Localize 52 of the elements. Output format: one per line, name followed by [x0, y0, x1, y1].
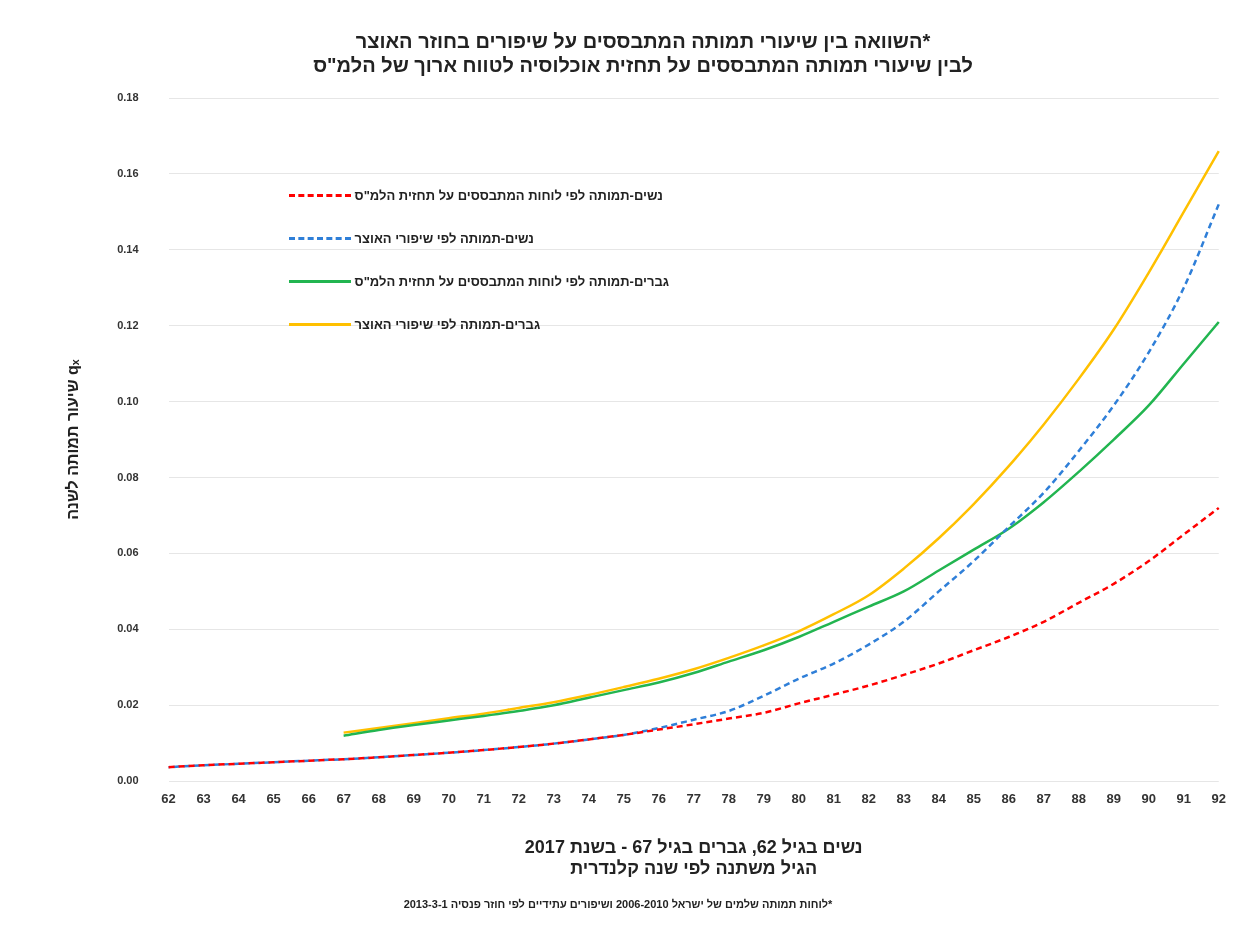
x-tick-label: 71 — [476, 790, 491, 806]
line-series — [342, 149, 1221, 734]
line-series — [167, 506, 1221, 769]
x-tick-label: 76 — [651, 790, 666, 806]
y-tick-label: 0.14 — [117, 242, 140, 255]
text: *לוחות תמותה שלמים של ישראל 2006-2010 ושיפורים עתידיים לפי חוזר פנסיה 2013-3-1 — [402, 898, 834, 910]
y-tick-label: 0.02 — [117, 698, 139, 711]
x-axis-title: נשים בגיל 62, גברים בגיל 67 - בשנת 2017 הגיל משתנה לפי שנה קלנדרית — [524, 836, 863, 879]
x-tick-label: 67 — [336, 790, 351, 806]
x-tick-label: 88 — [1071, 790, 1086, 806]
x-tick-label: 81 — [826, 790, 841, 806]
x-tick-label: 85 — [966, 790, 981, 806]
x-tick-label: 87 — [1036, 790, 1051, 806]
x-tick-label: 90 — [1141, 790, 1156, 806]
x-tick-label: 75 — [616, 790, 631, 806]
x-tick-label: 86 — [1001, 790, 1016, 806]
legend-label: נשים-תמותה לפי שיפורי האוצר — [354, 231, 534, 246]
chart-title: השוואה בין שיעורי תמותה המתבססים על שיפורים בחוזר האוצר* לבין שיעורי תמותה המתבססים על תחזית אוכלוסיה לטווח ארוך של הלמ"ס — [313, 29, 973, 76]
x-tick-label: 62 — [161, 790, 176, 806]
y-tick-label: 0.18 — [117, 91, 139, 104]
x-tick-label: 89 — [1106, 790, 1121, 806]
line-series — [342, 320, 1221, 737]
x-tick-label: 70 — [441, 790, 456, 806]
x-tick-label: 66 — [301, 790, 316, 806]
x-tick-label: 84 — [931, 790, 947, 806]
y-tick-label: 0.04 — [117, 622, 140, 635]
y-tick-label: 0.16 — [117, 166, 139, 179]
x-tick-label: 92 — [1211, 790, 1226, 806]
x-tick-label: 82 — [861, 790, 876, 806]
x-tick-label: 78 — [721, 790, 736, 806]
x-tick-label: 68 — [371, 790, 386, 806]
legend-label: נשים-תמותה לפי לוחות המתבססים על תחזית הלמ"ס — [354, 188, 663, 203]
y-tick-label: 0.12 — [117, 318, 139, 331]
x-tick-label: 65 — [266, 790, 281, 806]
y-tick-label: 0.10 — [117, 394, 139, 407]
x-tick-label: 64 — [231, 790, 247, 806]
y-tick-label: 0.08 — [117, 470, 139, 483]
legend-label: גברים-תמותה לפי שיפורי האוצר — [354, 317, 541, 332]
y-tick-label: 0.00 — [117, 774, 139, 787]
x-tick-label: 69 — [406, 790, 421, 806]
x-tick-label: 63 — [196, 790, 211, 806]
x-tick-label: 83 — [896, 790, 911, 806]
x-tick-label: 77 — [686, 790, 701, 806]
x-tick-label: 79 — [756, 790, 771, 806]
y-tick-label: 0.06 — [117, 546, 139, 559]
x-tick-label: 72 — [511, 790, 526, 806]
x-tick-label: 91 — [1176, 790, 1191, 806]
y-axis-title: שיעור תמותה לשנה qₓ — [64, 359, 82, 520]
x-tick-label: 80 — [791, 790, 806, 806]
x-tick-label: 74 — [581, 790, 597, 806]
legend-label: גברים-תמותה לפי לוחות המתבססים על תחזית הלמ"ס — [354, 274, 669, 289]
x-tick-label: 73 — [546, 790, 561, 806]
